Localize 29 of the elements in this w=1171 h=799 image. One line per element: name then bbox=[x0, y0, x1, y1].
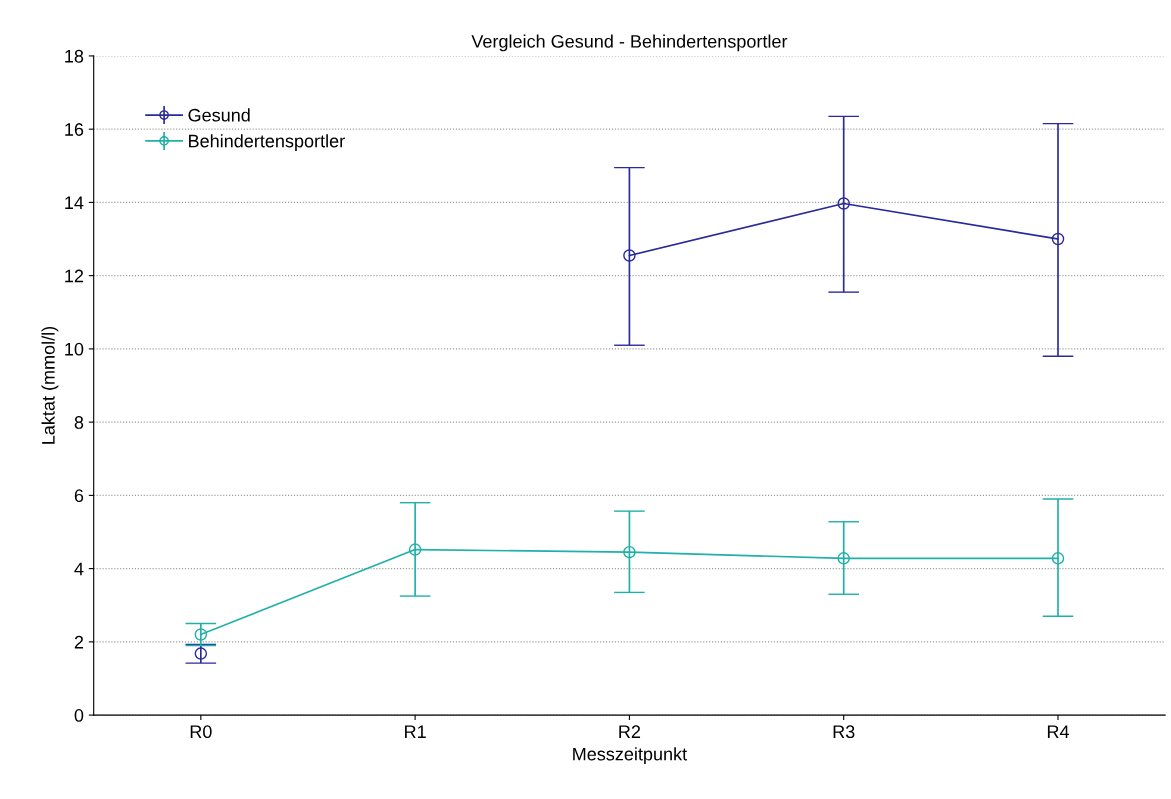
y-tick-label: 6 bbox=[74, 489, 84, 503]
x-tick-label: R3 bbox=[833, 725, 855, 739]
legend-label: Behindertensportler bbox=[189, 134, 345, 151]
point bbox=[623, 249, 636, 262]
point bbox=[194, 628, 208, 641]
y-axis-title: Laktat (mmol/l) bbox=[41, 326, 59, 444]
point bbox=[837, 197, 850, 210]
y-tick-label: 16 bbox=[65, 123, 84, 136]
point bbox=[408, 543, 422, 556]
x-tick-label: R4 bbox=[1047, 725, 1070, 738]
x-tick-label: R0 bbox=[190, 725, 212, 739]
y-tick-label: 14 bbox=[65, 196, 84, 209]
y-tick-label: 2 bbox=[74, 635, 84, 649]
x-tick-label: R1 bbox=[405, 725, 426, 738]
point bbox=[194, 647, 208, 660]
y-tick-label: 10 bbox=[65, 342, 84, 356]
y-tick-label: 4 bbox=[74, 562, 84, 576]
y-tick-label: 18 bbox=[65, 49, 84, 63]
chart-title: Vergleich Gesund - Behindertensportler bbox=[471, 34, 788, 52]
point bbox=[1051, 232, 1065, 246]
legend-label: Gesund bbox=[188, 108, 250, 122]
point bbox=[837, 552, 850, 565]
x-axis-title: Messzeitpunkt bbox=[573, 747, 687, 765]
point bbox=[623, 545, 636, 559]
point bbox=[1051, 552, 1065, 565]
x-tick-label: R2 bbox=[619, 725, 641, 738]
y-tick-label: 12 bbox=[65, 269, 84, 283]
y-tick-label: 0 bbox=[74, 709, 84, 722]
y-tick-label: 8 bbox=[74, 416, 84, 429]
